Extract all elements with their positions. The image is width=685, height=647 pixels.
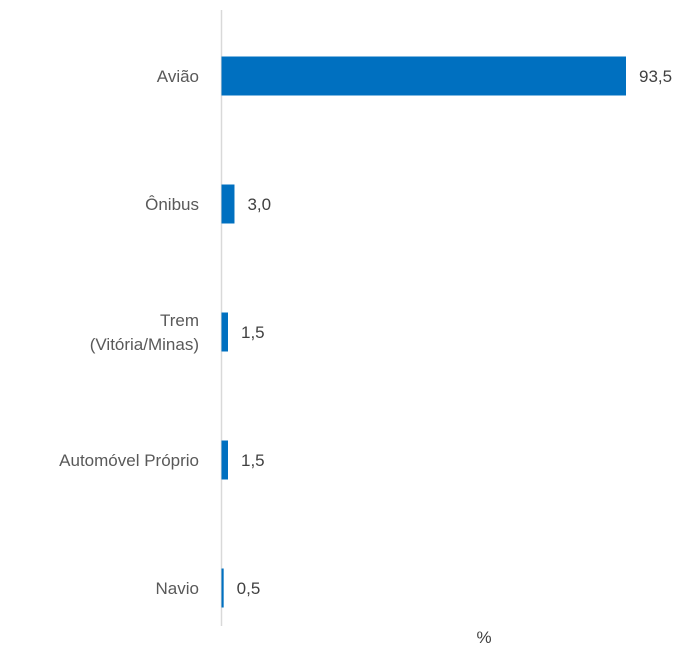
value-label-trem-vitoria-minas: 1,5 <box>241 323 265 342</box>
bar-automovel-proprio <box>221 440 228 480</box>
bar-onibus <box>221 184 235 224</box>
bar-navio <box>221 568 224 608</box>
bar-series: 93,5 Avião 3,0 Ônibus 1,5 Trem (Vitória/Minas)… <box>59 56 672 608</box>
value-label-navio: 0,5 <box>237 579 261 598</box>
value-label-aviao: 93,5 <box>639 67 672 86</box>
value-label-automovel-proprio: 1,5 <box>241 451 265 470</box>
bar-trem-vitoria-minas <box>221 312 228 352</box>
category-label-onibus: Ônibus <box>145 195 199 214</box>
category-label-trem-vitoria-minas: Trem (Vitória/Minas) <box>90 311 199 354</box>
x-axis-title: % <box>476 628 491 647</box>
bar-aviao <box>221 56 626 96</box>
category-label-automovel-proprio: Automóvel Próprio <box>59 451 199 470</box>
category-label-navio: Navio <box>156 579 199 598</box>
value-label-onibus: 3,0 <box>247 195 271 214</box>
category-label-aviao: Avião <box>157 67 199 86</box>
